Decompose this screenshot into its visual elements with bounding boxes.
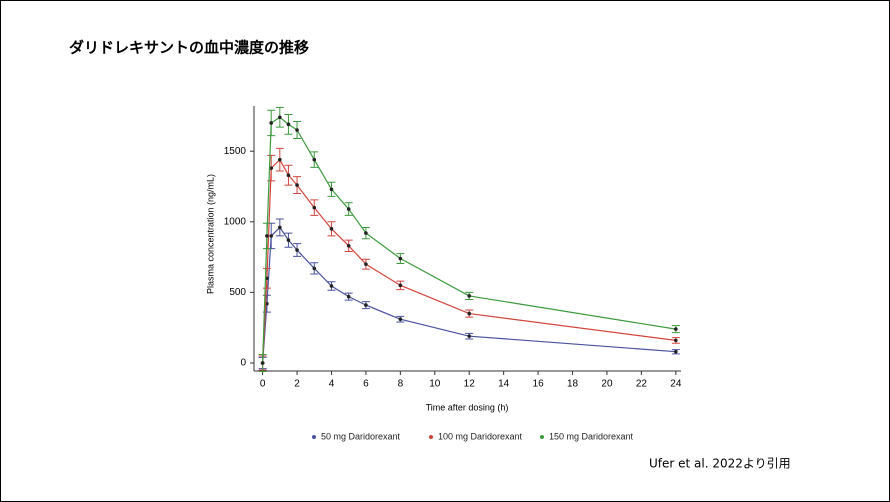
data-point bbox=[286, 122, 291, 127]
x-tick-label: 6 bbox=[363, 379, 369, 390]
x-tick-label: 8 bbox=[398, 379, 404, 390]
x-tick-label: 18 bbox=[567, 379, 579, 390]
data-point bbox=[295, 248, 299, 252]
x-tick-label: 10 bbox=[429, 379, 441, 390]
data-point bbox=[346, 207, 351, 211]
data-point bbox=[286, 238, 291, 242]
data-point bbox=[295, 128, 299, 132]
x-tick-label: 14 bbox=[498, 379, 510, 390]
data-point bbox=[286, 173, 291, 177]
y-tick-label: 1500 bbox=[224, 146, 247, 157]
x-tick-label: 4 bbox=[329, 379, 335, 390]
data-point bbox=[467, 311, 472, 316]
x-tick-label: 16 bbox=[533, 379, 545, 390]
data-point bbox=[346, 294, 351, 299]
x-tick-label: 22 bbox=[636, 379, 648, 390]
x-tick-label: 20 bbox=[601, 379, 613, 390]
data-point bbox=[269, 234, 274, 238]
data-point bbox=[674, 349, 678, 354]
x-tick-label: 0 bbox=[260, 379, 266, 390]
y-axis-label: Plasma concentration (ng/mL) bbox=[205, 174, 215, 294]
legend-marker bbox=[312, 435, 316, 439]
x-axis-label: Time after dosing (h) bbox=[426, 402, 509, 412]
data-point bbox=[398, 317, 403, 322]
data-point bbox=[260, 361, 265, 365]
legend-label: 150 mg Daridorexant bbox=[549, 431, 634, 441]
y-tick-label: 1000 bbox=[224, 216, 247, 227]
series-line bbox=[262, 116, 676, 364]
data-point bbox=[398, 256, 403, 261]
data-point bbox=[674, 338, 678, 343]
source: Ufer et al. 2022より引用 bbox=[649, 457, 791, 471]
data-point bbox=[312, 266, 317, 271]
data-point bbox=[329, 187, 334, 192]
data-point bbox=[364, 262, 368, 266]
data-point bbox=[329, 284, 334, 288]
data-point bbox=[295, 183, 299, 187]
data-point bbox=[467, 334, 472, 338]
data-point bbox=[329, 227, 334, 231]
data-point bbox=[346, 243, 351, 248]
data-point bbox=[312, 157, 317, 162]
data-point bbox=[467, 294, 472, 298]
data-point bbox=[312, 205, 317, 210]
legend-marker bbox=[429, 435, 433, 439]
data-point bbox=[265, 234, 269, 238]
data-point bbox=[269, 166, 274, 170]
data-point bbox=[364, 303, 368, 307]
data-point bbox=[364, 231, 368, 235]
chart-title: ダリドレキサントの血中濃度の推移 bbox=[69, 39, 309, 57]
x-tick-label: 12 bbox=[464, 379, 476, 390]
data-point bbox=[398, 283, 403, 288]
x-tick-label: 2 bbox=[294, 379, 300, 390]
data-point bbox=[278, 225, 282, 230]
y-tick-label: 0 bbox=[240, 358, 246, 369]
data-point bbox=[269, 121, 274, 125]
legend-label: 50 mg Daridorexant bbox=[321, 431, 401, 441]
data-point bbox=[278, 157, 282, 162]
data-point bbox=[278, 115, 282, 120]
series-line bbox=[262, 158, 676, 364]
legend-label: 100 mg Daridorexant bbox=[438, 431, 523, 441]
data-point bbox=[674, 327, 678, 331]
legend-marker bbox=[540, 435, 544, 439]
y-tick-label: 500 bbox=[229, 287, 246, 298]
x-tick-label: 24 bbox=[670, 379, 682, 390]
